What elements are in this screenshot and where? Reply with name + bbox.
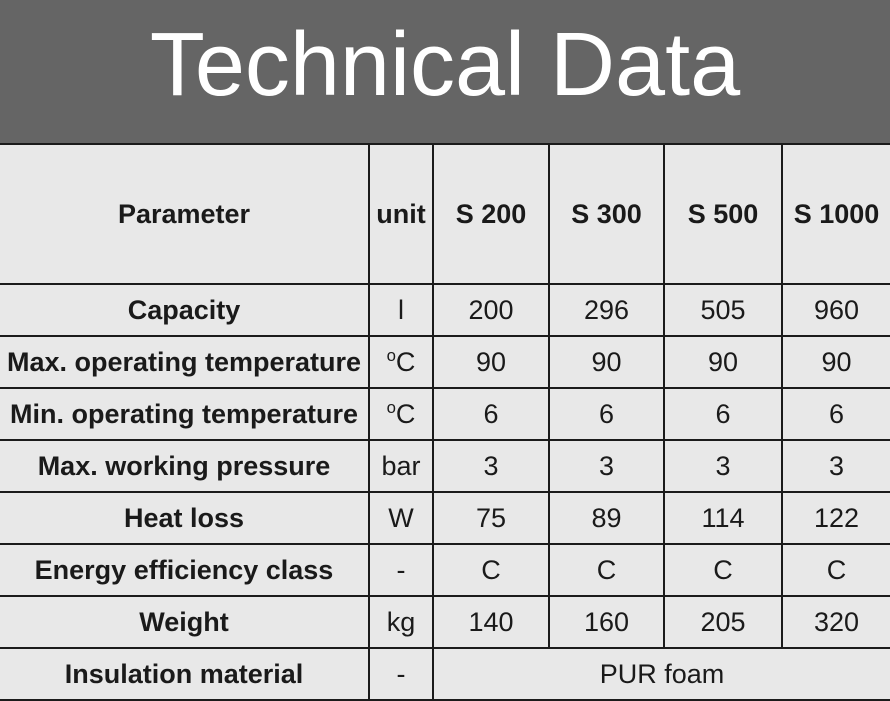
value-cell: 3	[781, 439, 890, 493]
value-cell: 90	[781, 335, 890, 389]
unit-base: C	[395, 346, 416, 377]
param-cell: Max. working pressure	[0, 439, 370, 493]
unit-cell: oC	[368, 335, 434, 389]
table-row-max-working-pressure: Max. working pressure bar 3 3 3 3	[0, 439, 890, 493]
table-row-max-operating-temperature: Max. operating temperature oC 90 90 90 9…	[0, 335, 890, 389]
table-row-capacity: Capacity l 200 296 505 960	[0, 283, 890, 337]
value-cell: 320	[781, 595, 890, 649]
merged-value-cell: PUR foam	[432, 647, 890, 701]
unit-base: -	[396, 554, 406, 585]
value-cell: 75	[432, 491, 550, 545]
value-cell: 122	[781, 491, 890, 545]
header-s300: S 300	[548, 143, 665, 285]
unit-superscript: o	[386, 397, 396, 417]
unit-base: -	[396, 658, 406, 689]
param-cell: Weight	[0, 595, 370, 649]
value-cell: 960	[781, 283, 890, 337]
page-title: Technical Data	[149, 14, 741, 115]
unit-base: W	[388, 502, 414, 533]
value-cell: 6	[548, 387, 665, 441]
unit-cell: kg	[368, 595, 434, 649]
param-cell: Heat loss	[0, 491, 370, 545]
value-cell: C	[548, 543, 665, 597]
value-cell: 160	[548, 595, 665, 649]
table-row-weight: Weight kg 140 160 205 320	[0, 595, 890, 649]
technical-data-table: Parameter unit S 200 S 300 S 500 S 1000 …	[0, 143, 890, 701]
value-cell: 140	[432, 595, 550, 649]
value-cell: C	[781, 543, 890, 597]
value-cell: 6	[432, 387, 550, 441]
value-cell: 296	[548, 283, 665, 337]
value-cell: 90	[432, 335, 550, 389]
header-s200: S 200	[432, 143, 550, 285]
title-banner: Technical Data	[0, 0, 890, 143]
unit-base: kg	[386, 606, 416, 637]
unit-cell: W	[368, 491, 434, 545]
value-cell: 89	[548, 491, 665, 545]
header-parameter: Parameter	[0, 143, 370, 285]
table-row-insulation-material: Insulation material - PUR foam	[0, 647, 890, 701]
header-unit: unit	[368, 143, 434, 285]
unit-base: C	[395, 398, 416, 429]
value-cell: 3	[432, 439, 550, 493]
value-cell: 90	[663, 335, 783, 389]
unit-cell: bar	[368, 439, 434, 493]
value-cell: 90	[548, 335, 665, 389]
value-cell: 200	[432, 283, 550, 337]
unit-cell: l	[368, 283, 434, 337]
header-s500: S 500	[663, 143, 783, 285]
unit-base: l	[398, 294, 404, 325]
param-cell: Max. operating temperature	[0, 335, 370, 389]
value-cell: 505	[663, 283, 783, 337]
table-row-heat-loss: Heat loss W 75 89 114 122	[0, 491, 890, 545]
header-s1000: S 1000	[781, 143, 890, 285]
value-cell: C	[432, 543, 550, 597]
value-cell: 3	[548, 439, 665, 493]
param-cell: Energy efficiency class	[0, 543, 370, 597]
unit-cell: -	[368, 543, 434, 597]
unit-cell: oC	[368, 387, 434, 441]
value-cell: 205	[663, 595, 783, 649]
param-cell: Min. operating temperature	[0, 387, 370, 441]
value-cell: 6	[663, 387, 783, 441]
param-cell: Capacity	[0, 283, 370, 337]
value-cell: 114	[663, 491, 783, 545]
value-cell: C	[663, 543, 783, 597]
table-row-energy-efficiency-class: Energy efficiency class - C C C C	[0, 543, 890, 597]
unit-base: bar	[381, 450, 421, 481]
unit-superscript: o	[386, 345, 396, 365]
value-cell: 6	[781, 387, 890, 441]
table-row-min-operating-temperature: Min. operating temperature oC 6 6 6 6	[0, 387, 890, 441]
table-header-row: Parameter unit S 200 S 300 S 500 S 1000	[0, 143, 890, 285]
param-cell: Insulation material	[0, 647, 370, 701]
value-cell: 3	[663, 439, 783, 493]
unit-cell: -	[368, 647, 434, 701]
